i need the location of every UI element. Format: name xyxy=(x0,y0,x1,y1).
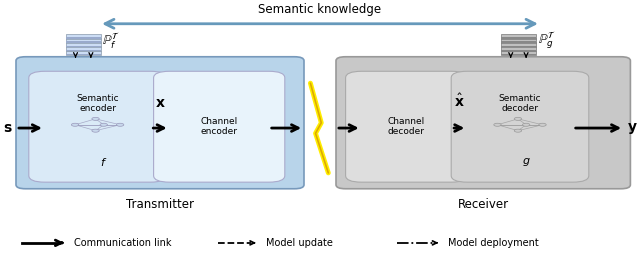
FancyBboxPatch shape xyxy=(66,51,101,55)
Text: $f$: $f$ xyxy=(100,156,108,168)
FancyBboxPatch shape xyxy=(66,34,101,39)
FancyBboxPatch shape xyxy=(346,71,467,182)
FancyBboxPatch shape xyxy=(501,54,536,55)
FancyBboxPatch shape xyxy=(451,71,589,182)
Circle shape xyxy=(116,123,124,126)
FancyBboxPatch shape xyxy=(501,38,536,43)
FancyBboxPatch shape xyxy=(154,71,285,182)
FancyBboxPatch shape xyxy=(501,37,536,39)
FancyBboxPatch shape xyxy=(501,46,536,47)
FancyBboxPatch shape xyxy=(16,57,304,189)
FancyBboxPatch shape xyxy=(336,57,630,189)
Circle shape xyxy=(72,123,79,126)
FancyBboxPatch shape xyxy=(501,42,536,47)
Text: Model update: Model update xyxy=(266,238,332,248)
FancyBboxPatch shape xyxy=(29,71,166,182)
Circle shape xyxy=(92,129,99,132)
Text: $\hat{\mathbf{x}}$: $\hat{\mathbf{x}}$ xyxy=(454,92,465,110)
FancyBboxPatch shape xyxy=(66,42,101,47)
Circle shape xyxy=(522,123,530,126)
FancyBboxPatch shape xyxy=(66,54,101,55)
Circle shape xyxy=(515,129,522,132)
Text: Model deployment: Model deployment xyxy=(448,238,539,248)
Text: Semantic
decoder: Semantic decoder xyxy=(499,94,541,113)
Text: Transmitter: Transmitter xyxy=(126,198,194,211)
Text: Communication link: Communication link xyxy=(74,238,171,248)
Text: Semantic knowledge: Semantic knowledge xyxy=(259,3,381,16)
Circle shape xyxy=(494,123,501,126)
Text: $\mathbb{P}_{f}^{\mathcal{T}}$: $\mathbb{P}_{f}^{\mathcal{T}}$ xyxy=(102,31,120,50)
FancyBboxPatch shape xyxy=(66,50,101,51)
FancyBboxPatch shape xyxy=(501,51,536,55)
FancyBboxPatch shape xyxy=(501,46,536,51)
Text: $\mathbf{y}$: $\mathbf{y}$ xyxy=(627,121,638,135)
Circle shape xyxy=(92,117,99,120)
Circle shape xyxy=(100,123,108,126)
FancyBboxPatch shape xyxy=(501,34,536,39)
Circle shape xyxy=(515,117,522,120)
Text: $\mathbf{s}$: $\mathbf{s}$ xyxy=(3,121,13,135)
FancyBboxPatch shape xyxy=(66,46,101,51)
Circle shape xyxy=(539,123,546,126)
Text: $\mathbf{x}$: $\mathbf{x}$ xyxy=(155,96,165,110)
Text: Semantic
encoder: Semantic encoder xyxy=(76,94,119,113)
Text: $\mathbb{P}_{g}^{\mathcal{T}}$: $\mathbb{P}_{g}^{\mathcal{T}}$ xyxy=(538,30,556,51)
FancyBboxPatch shape xyxy=(66,46,101,47)
FancyBboxPatch shape xyxy=(66,37,101,39)
Text: Channel
decoder: Channel decoder xyxy=(388,117,425,136)
FancyBboxPatch shape xyxy=(501,41,536,43)
FancyBboxPatch shape xyxy=(501,50,536,51)
Text: $g$: $g$ xyxy=(522,156,531,168)
FancyBboxPatch shape xyxy=(66,41,101,43)
FancyBboxPatch shape xyxy=(66,38,101,43)
Text: Receiver: Receiver xyxy=(458,198,509,211)
Text: Channel
encoder: Channel encoder xyxy=(200,117,238,136)
